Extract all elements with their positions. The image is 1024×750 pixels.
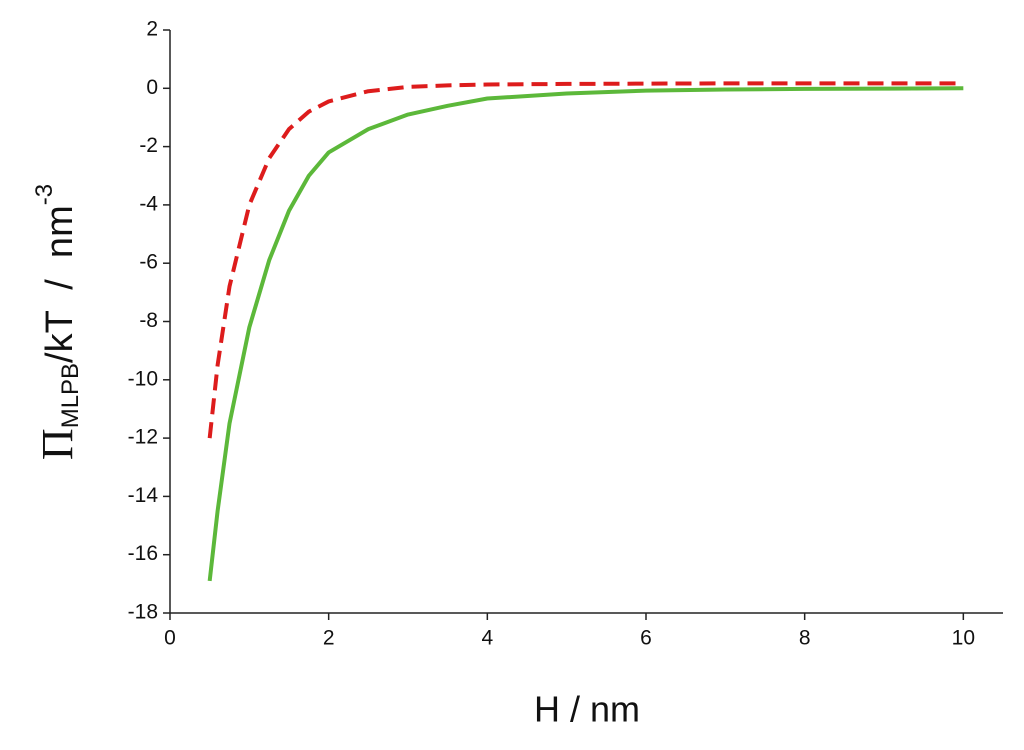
y-tick-label: -4 xyxy=(139,192,158,215)
y-tick-label: -12 xyxy=(128,426,158,449)
y-tick-label: -6 xyxy=(139,251,158,274)
x-tick-label: 6 xyxy=(640,627,652,650)
series-line xyxy=(207,86,964,582)
y-tick-label: -8 xyxy=(139,309,158,332)
x-tick-label: 10 xyxy=(952,627,975,650)
y-tick-label: -14 xyxy=(128,484,159,507)
x-tick-label: 2 xyxy=(323,627,335,650)
x-tick-label: 8 xyxy=(799,627,811,650)
y-axis-label: ΠMLPB/kT / nm-3 xyxy=(31,184,84,460)
y-label-sup: -3 xyxy=(31,184,58,205)
y-tick-label: -10 xyxy=(128,367,158,390)
y-tick-label: -2 xyxy=(139,134,158,157)
x-tick-label: 4 xyxy=(481,627,493,650)
y-tick-label: -16 xyxy=(128,542,158,565)
y-tick-label: 2 xyxy=(146,18,158,41)
series-line xyxy=(207,81,964,439)
x-axis-label: H / nm xyxy=(534,689,640,730)
y-label-sub: MLPB xyxy=(57,363,84,428)
y-label-mid: /kT / nm xyxy=(39,205,81,363)
y-tick-label: 0 xyxy=(146,76,158,99)
x-tick-label: 0 xyxy=(164,627,176,650)
y-label-main: Π xyxy=(33,428,82,460)
y-tick-label: -18 xyxy=(128,601,158,624)
